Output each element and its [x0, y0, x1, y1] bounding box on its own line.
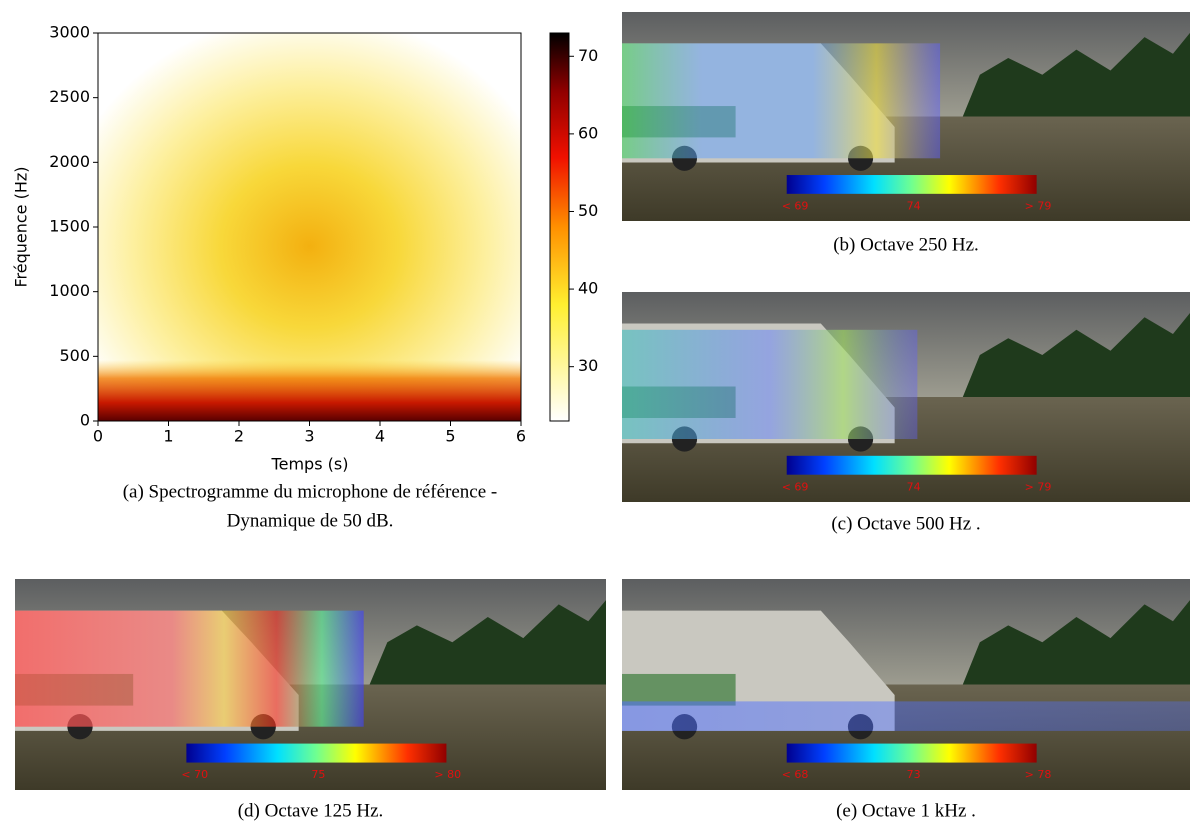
photo-trees: [962, 313, 1190, 397]
acoustic-colorbar: [786, 175, 1037, 194]
acoustic-colorbar: [786, 455, 1037, 475]
scale-label: 74: [907, 199, 921, 212]
x-tick-label: 1: [163, 427, 173, 446]
scale-label: 75: [311, 768, 325, 781]
scale-label: < 68: [782, 768, 809, 781]
y-tick-label: 500: [59, 346, 90, 365]
caption: (e) Octave 1 kHz .: [836, 800, 976, 821]
x-axis-label: Temps (s): [271, 455, 349, 474]
scale-label: > 79: [1025, 199, 1052, 212]
x-tick-label: 3: [304, 427, 314, 446]
photo-panel: < 69 74 > 79: [622, 292, 1190, 502]
acoustic-colorbar: [786, 743, 1037, 763]
scale-label: < 69: [782, 199, 809, 212]
colorbar-tick-label: 60: [578, 123, 598, 142]
photo-trees: [369, 600, 606, 685]
photo-truck-stripe: [622, 673, 736, 706]
x-tick-label: 2: [234, 427, 244, 446]
colorbar-tick-label: 70: [578, 46, 598, 65]
scale-label: > 78: [1025, 768, 1052, 781]
y-axis-label: Fréquence (Hz): [12, 166, 31, 287]
colorbar: [549, 32, 570, 422]
caption: Dynamique de 50 dB.: [227, 510, 394, 531]
y-tick-label: 1500: [49, 217, 90, 236]
acoustic-map-overlay: [622, 43, 941, 159]
photo-trees: [962, 600, 1190, 685]
acoustic-map-overlay: [622, 329, 918, 439]
caption: (b) Octave 250 Hz.: [833, 234, 979, 255]
colorbar-tick-label: 40: [578, 279, 598, 298]
scale-label: < 70: [181, 768, 208, 781]
photo-panel: < 69 74 > 79: [622, 12, 1190, 221]
photo-panel: < 70 75 > 80: [15, 579, 606, 790]
y-tick-label: 2000: [49, 152, 90, 171]
scale-label: 74: [907, 480, 921, 493]
y-tick-label: 1000: [49, 281, 90, 300]
caption: (c) Octave 500 Hz .: [831, 513, 980, 534]
colorbar-tick-label: 30: [578, 356, 598, 375]
y-tick-label: 3000: [49, 23, 90, 42]
spectrogram-low-band: [98, 360, 521, 421]
scale-label: > 80: [434, 768, 461, 781]
photo-trees: [962, 32, 1190, 117]
x-tick-label: 5: [445, 427, 455, 446]
spectrogram-image: [98, 33, 521, 421]
caption: (d) Octave 125 Hz.: [238, 800, 384, 821]
acoustic-map-overlay: [15, 610, 364, 727]
scale-label: < 69: [782, 480, 809, 493]
scale-label: 73: [907, 768, 921, 781]
acoustic-map-overlay: [622, 701, 1190, 731]
x-tick-label: 4: [375, 427, 385, 446]
colorbar-tick-label: 50: [578, 201, 598, 220]
x-tick-label: 6: [516, 427, 526, 446]
y-tick-label: 0: [80, 411, 90, 430]
y-tick-label: 2500: [49, 87, 90, 106]
caption: (a) Spectrogramme du microphone de référ…: [123, 481, 498, 502]
scale-label: > 79: [1025, 480, 1052, 493]
acoustic-colorbar: [186, 743, 447, 763]
x-tick-label: 0: [93, 427, 103, 446]
photo-panel: < 68 73 > 78: [622, 579, 1190, 790]
